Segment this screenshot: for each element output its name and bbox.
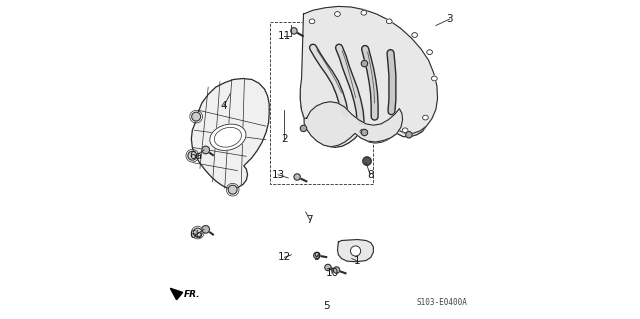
Polygon shape bbox=[191, 78, 269, 189]
Ellipse shape bbox=[427, 50, 433, 55]
Text: FR.: FR. bbox=[184, 290, 200, 299]
Circle shape bbox=[324, 264, 331, 271]
Circle shape bbox=[294, 174, 300, 180]
Circle shape bbox=[202, 146, 209, 154]
Circle shape bbox=[333, 267, 340, 273]
Circle shape bbox=[406, 131, 412, 138]
Ellipse shape bbox=[361, 11, 367, 15]
Polygon shape bbox=[304, 102, 403, 147]
Circle shape bbox=[193, 228, 202, 237]
Ellipse shape bbox=[412, 33, 417, 37]
Ellipse shape bbox=[335, 12, 340, 16]
Circle shape bbox=[188, 151, 196, 160]
Text: 3: 3 bbox=[446, 14, 453, 24]
Text: 4: 4 bbox=[221, 100, 227, 110]
Text: 11: 11 bbox=[278, 31, 291, 41]
Ellipse shape bbox=[422, 115, 428, 120]
Text: 2: 2 bbox=[281, 134, 288, 144]
Ellipse shape bbox=[403, 128, 408, 133]
Circle shape bbox=[351, 246, 361, 256]
Polygon shape bbox=[170, 288, 182, 300]
Polygon shape bbox=[337, 240, 373, 262]
Ellipse shape bbox=[431, 76, 437, 81]
Text: 10: 10 bbox=[326, 268, 339, 278]
Ellipse shape bbox=[210, 124, 246, 151]
Text: 6a: 6a bbox=[189, 151, 202, 161]
Ellipse shape bbox=[360, 129, 365, 134]
Circle shape bbox=[362, 60, 367, 67]
Circle shape bbox=[363, 157, 371, 165]
Ellipse shape bbox=[309, 19, 315, 24]
Text: 8: 8 bbox=[367, 170, 374, 180]
Circle shape bbox=[314, 252, 320, 259]
Polygon shape bbox=[300, 35, 428, 147]
Text: 6b: 6b bbox=[189, 230, 202, 240]
Ellipse shape bbox=[387, 19, 392, 24]
Circle shape bbox=[202, 226, 209, 233]
Text: S103-E0400A: S103-E0400A bbox=[417, 298, 468, 307]
Circle shape bbox=[228, 185, 237, 194]
Circle shape bbox=[362, 129, 367, 136]
Circle shape bbox=[300, 125, 307, 131]
Text: 1: 1 bbox=[354, 256, 361, 266]
Circle shape bbox=[192, 112, 200, 121]
Text: 12: 12 bbox=[278, 252, 291, 262]
Text: 9: 9 bbox=[313, 252, 319, 262]
Text: 5: 5 bbox=[323, 300, 330, 311]
Polygon shape bbox=[300, 6, 438, 140]
Text: 13: 13 bbox=[271, 170, 285, 180]
Circle shape bbox=[291, 28, 297, 34]
Text: 7: 7 bbox=[307, 215, 313, 225]
